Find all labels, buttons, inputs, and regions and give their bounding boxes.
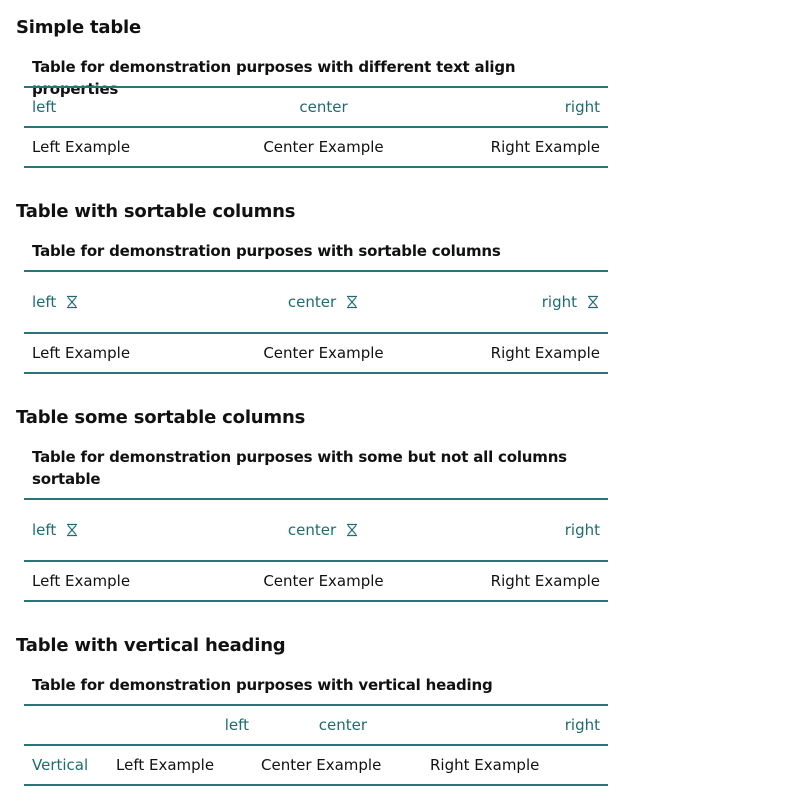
cell-center: Center Example bbox=[232, 127, 415, 168]
table-header-row: left center ri bbox=[24, 270, 608, 334]
table-caption: Table for demonstration purposes with so… bbox=[32, 242, 501, 260]
cell-right: Right Example bbox=[415, 561, 608, 602]
column-header-center: center bbox=[232, 86, 415, 128]
cell-center: Center Example bbox=[232, 561, 415, 602]
sort-unsorted-icon bbox=[67, 295, 78, 309]
table-row: Left Example Center Example Right Exampl… bbox=[24, 127, 608, 168]
sort-button-center[interactable]: center bbox=[288, 521, 359, 539]
table-header-row: left center right bbox=[24, 86, 608, 128]
sortable-table: left center ri bbox=[24, 270, 608, 374]
corner-cell bbox=[24, 704, 108, 746]
vertical-heading-table: left center right Vertical Left Example … bbox=[24, 704, 608, 786]
column-header-left: left bbox=[24, 86, 232, 128]
column-header-right: right bbox=[415, 270, 608, 334]
simple-table: left center right Left Example Center Ex… bbox=[24, 86, 608, 168]
table-row: Vertical Left Example Center Example Rig… bbox=[24, 745, 608, 786]
table-row: Left Example Center Example Right Exampl… bbox=[24, 333, 608, 374]
some-sortable-table: left center right bbox=[24, 498, 608, 602]
cell-right: Right Example bbox=[415, 127, 608, 168]
sort-unsorted-icon bbox=[347, 523, 358, 537]
section-title: Simple table bbox=[16, 17, 142, 38]
cell-left: Left Example bbox=[24, 333, 232, 374]
sort-button-center[interactable]: center bbox=[288, 293, 359, 311]
sort-unsorted-icon bbox=[347, 295, 358, 309]
column-header-center: center bbox=[232, 270, 415, 334]
sort-button-label: center bbox=[287, 521, 337, 539]
column-header-right: right bbox=[415, 498, 608, 562]
sort-button-label: left bbox=[32, 293, 57, 311]
cell-left: Left Example bbox=[24, 127, 232, 168]
sort-unsorted-icon bbox=[67, 523, 78, 537]
column-header-right: right bbox=[422, 704, 608, 746]
section-title: Table with sortable columns bbox=[16, 201, 296, 222]
table-header-row: left center right bbox=[24, 704, 608, 746]
column-header-left: left bbox=[108, 704, 253, 746]
cell-center: Center Example bbox=[253, 745, 422, 786]
cell-left: Left Example bbox=[24, 561, 232, 602]
sort-button-label: left bbox=[32, 521, 57, 539]
column-header-center: center bbox=[253, 704, 422, 746]
table-caption: Table for demonstration purposes with so… bbox=[32, 448, 567, 488]
table-header-row: left center right bbox=[24, 498, 608, 562]
cell-right: Right Example bbox=[422, 745, 608, 786]
column-header-center: center bbox=[232, 498, 415, 562]
column-header-left: left bbox=[24, 270, 232, 334]
sort-button-label: right bbox=[541, 293, 577, 311]
sort-button-right[interactable]: right bbox=[542, 293, 600, 311]
sort-button-left[interactable]: left bbox=[32, 521, 79, 539]
sort-button-label: center bbox=[287, 293, 337, 311]
column-header-right: right bbox=[415, 86, 608, 128]
sort-unsorted-icon bbox=[588, 295, 598, 309]
cell-center: Center Example bbox=[232, 333, 415, 374]
row-header: Vertical bbox=[24, 745, 108, 786]
section-title: Table some sortable columns bbox=[16, 407, 306, 428]
cell-right: Right Example bbox=[415, 333, 608, 374]
table-row: Left Example Center Example Right Exampl… bbox=[24, 561, 608, 602]
column-header-left: left bbox=[24, 498, 232, 562]
sort-button-left[interactable]: left bbox=[32, 293, 79, 311]
cell-left: Left Example bbox=[108, 745, 253, 786]
table-caption: Table for demonstration purposes with ve… bbox=[32, 676, 493, 694]
section-title: Table with vertical heading bbox=[16, 635, 286, 656]
